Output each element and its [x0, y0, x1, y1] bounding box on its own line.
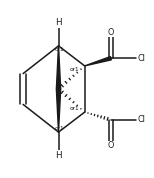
Text: or1: or1: [54, 126, 64, 131]
Text: or1: or1: [70, 67, 79, 72]
Polygon shape: [85, 57, 111, 66]
Text: O: O: [108, 142, 114, 150]
Text: O: O: [108, 28, 114, 36]
Text: Cl: Cl: [138, 54, 146, 63]
Text: H: H: [55, 151, 62, 160]
Text: Cl: Cl: [138, 115, 146, 124]
Text: or1: or1: [70, 106, 79, 111]
Text: H: H: [55, 18, 62, 27]
Polygon shape: [56, 89, 61, 132]
Text: or1: or1: [54, 47, 64, 52]
Polygon shape: [56, 46, 61, 89]
